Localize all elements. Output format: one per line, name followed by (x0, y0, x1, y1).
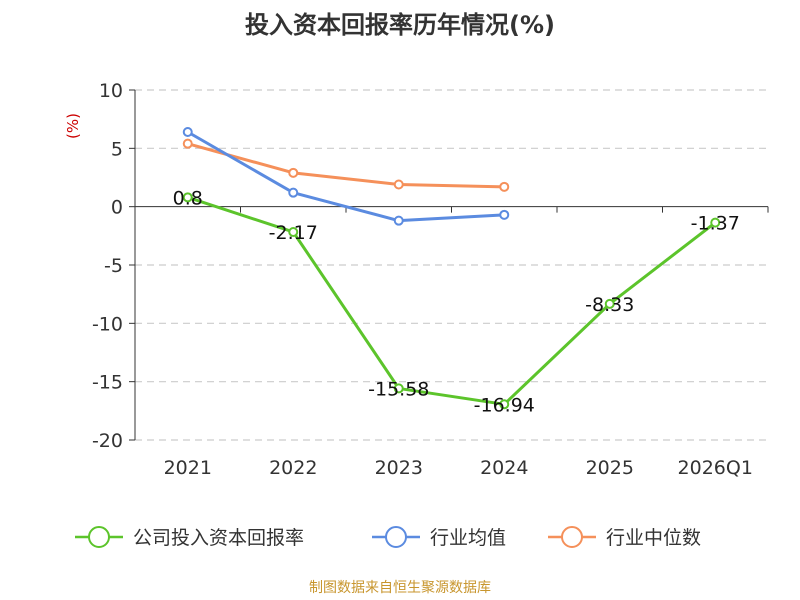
data-point (393, 383, 404, 394)
y-tick-label: 0 (111, 197, 123, 219)
chart-title: 投入资本回报率历年情况(%) (245, 11, 555, 39)
data-point (499, 209, 510, 220)
legend-label: 公司投入资本回报率 (133, 527, 304, 549)
series-line (187, 195, 717, 406)
x-tick-label: 2024 (480, 457, 528, 479)
grid-lines (135, 89, 768, 441)
series-layer (182, 127, 721, 410)
legend: 公司投入资本回报率 行业均值 行业中位数 (75, 526, 701, 549)
y-tick-label: 5 (111, 138, 123, 160)
data-labels: 0.8 -2.17 -15.58 -16.94 -8.33 -1.37 (173, 187, 740, 416)
data-point (288, 187, 299, 198)
series-line (187, 130, 505, 223)
data-point (182, 138, 193, 149)
legend-marker (561, 526, 583, 548)
legend-label: 行业中位数 (606, 527, 701, 549)
data-label: 0.8 (173, 187, 203, 209)
y-tick-label: -10 (92, 313, 123, 335)
data-point (393, 215, 404, 226)
y-tick-labels: 10 5 0 -5 -10 -15 -20 (92, 80, 123, 452)
data-point (288, 167, 299, 178)
x-tick-label: 2025 (586, 457, 634, 479)
x-tick-labels: 2021 2022 2023 2024 2025 2026Q1 (164, 457, 753, 479)
data-label: -16.94 (474, 394, 535, 416)
axes (129, 89, 769, 441)
x-tick-label: 2022 (269, 457, 317, 479)
y-tick-label: 10 (99, 80, 123, 102)
data-point (288, 226, 299, 237)
data-point (499, 181, 510, 192)
y-axis-unit: (%) (64, 113, 82, 139)
data-label: -15.58 (368, 378, 429, 400)
legend-marker (385, 526, 407, 548)
legend-label: 行业均值 (430, 527, 506, 549)
x-tick-label: 2021 (164, 457, 212, 479)
data-label: -1.37 (691, 213, 740, 235)
source-note: 制图数据来自恒生聚源数据库 (309, 580, 491, 596)
data-point (393, 179, 404, 190)
data-point (499, 399, 510, 410)
y-tick-label: -20 (92, 430, 123, 452)
y-tick-label: -15 (92, 372, 123, 394)
data-point (604, 298, 615, 309)
x-tick-label: 2026Q1 (678, 457, 753, 479)
data-label: -8.33 (585, 294, 634, 316)
series-line (187, 142, 505, 189)
data-point (710, 217, 721, 228)
y-tick-label: -5 (104, 255, 123, 277)
legend-marker (88, 526, 110, 548)
data-point (182, 127, 193, 137)
x-tick-label: 2023 (375, 457, 423, 479)
data-label: -2.17 (269, 222, 318, 244)
data-point (182, 192, 193, 203)
